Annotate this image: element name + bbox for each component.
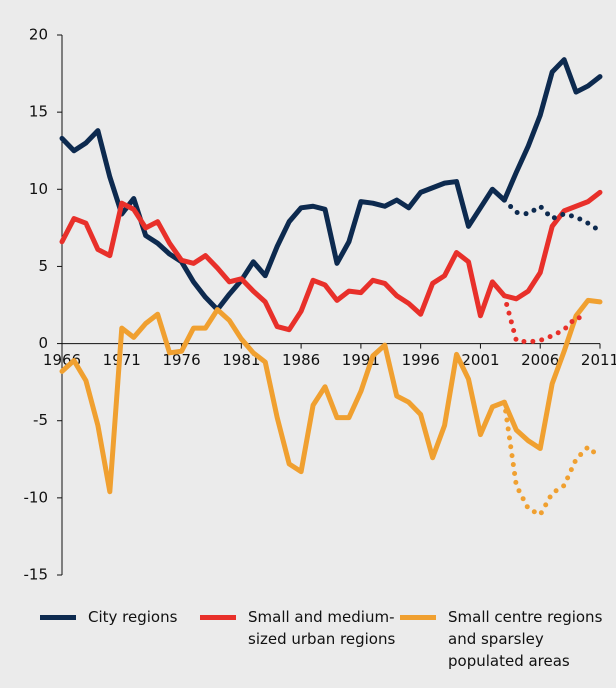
x-tick-label: 2011 [581, 351, 616, 369]
series-line [59, 57, 603, 313]
x-tick-label: 1986 [282, 351, 320, 369]
legend-entry: City regions [40, 606, 200, 672]
legend-swatch [200, 615, 236, 620]
x-tick-label: 2001 [461, 351, 499, 369]
legend-entry: Small centre regions and sparsley popula… [400, 606, 610, 672]
legend-label: City regions [88, 608, 178, 626]
series-line [59, 189, 603, 333]
legend-swatch [400, 615, 436, 620]
series-line [59, 297, 603, 495]
x-tick-label: 2006 [521, 351, 559, 369]
y-tick-label: 20 [29, 26, 48, 44]
y-tick-label: 10 [29, 180, 48, 198]
y-tick-label: -10 [24, 488, 49, 506]
legend-label: Small and medium-sized urban regions [248, 608, 396, 648]
x-tick-label: 1976 [162, 351, 200, 369]
y-tick-label: -15 [24, 566, 49, 584]
legend-entry: Small and medium-sized urban regions [200, 606, 400, 672]
x-tick-label: 1996 [402, 351, 440, 369]
forecast-line [501, 197, 603, 234]
legend-label: Small centre regions and sparsley popula… [448, 608, 603, 670]
y-tick-label: 15 [29, 103, 48, 121]
y-tick-label: 0 [38, 334, 48, 352]
legend-swatch [40, 615, 76, 620]
forecast-line [501, 399, 603, 518]
y-tick-label: 5 [38, 257, 48, 275]
x-tick-label: 1981 [222, 351, 260, 369]
y-tick-label: -5 [33, 411, 48, 429]
legend: City regions Small and medium-sized urban… [40, 606, 610, 672]
